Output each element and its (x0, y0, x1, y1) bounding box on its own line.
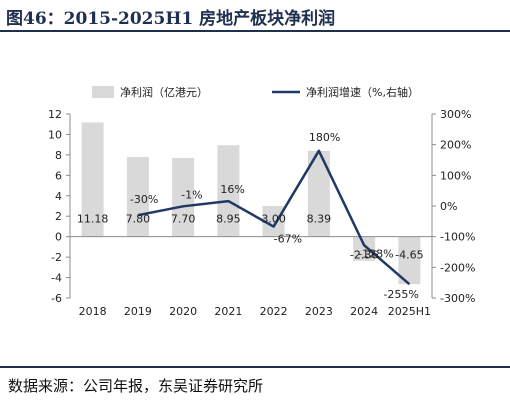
x-tick-label: 2024 (350, 305, 378, 318)
x-tick-label: 2020 (169, 305, 197, 318)
right-tick-label: 300% (440, 108, 471, 121)
left-tick-label: 0 (55, 231, 62, 244)
bar-value-label: -2.36 (350, 249, 378, 262)
x-tick-label: 2019 (124, 305, 152, 318)
growth-value-label: -255% (383, 288, 418, 301)
growth-value-label: -128% (358, 247, 393, 260)
bar-2022 (262, 206, 285, 237)
bar-value-label: 7.70 (171, 213, 196, 226)
left-tick-label: 8 (55, 149, 62, 162)
growth-value-label: 16% (220, 183, 244, 196)
bar-value-label: 11.18 (77, 213, 109, 226)
bar-2023 (307, 150, 330, 237)
growth-line (137, 149, 411, 286)
left-tick-label: -4 (51, 272, 62, 285)
bar-2024 (353, 236, 376, 261)
bar-value-label: 3.00 (261, 213, 286, 226)
bar-2021 (217, 145, 240, 237)
right-tick-label: -200% (440, 261, 475, 274)
growth-value-label: -67% (274, 233, 302, 246)
legend-label-bar: 净利润（亿港元） (120, 85, 208, 99)
growth-value-label: -1% (181, 188, 202, 201)
right-tick-label: 200% (440, 139, 471, 152)
left-tick-label: 6 (55, 169, 62, 182)
source-rule (0, 366, 510, 368)
left-tick-label: 2 (55, 210, 62, 223)
left-tick-label: 12 (48, 108, 62, 121)
x-tick-label: 2018 (79, 305, 107, 318)
bar-value-label: 8.95 (216, 213, 241, 226)
bar-value-label: 8.39 (307, 213, 332, 226)
x-tick-label: 2023 (305, 305, 333, 318)
bar-2018 (81, 122, 104, 237)
x-tick-label: 2021 (214, 305, 242, 318)
legend-label-line: 净利润增速（%,右轴） (306, 85, 419, 99)
right-tick-label: -300% (440, 292, 475, 305)
left-tick-label: 10 (48, 128, 62, 141)
growth-value-label: 180% (309, 131, 340, 144)
source-note: 数据来源：公司年报，东吴证券研究所 (8, 377, 264, 395)
figure-title: 图46：2015-2025H1 房地产板块净利润 (6, 9, 336, 29)
bar-value-label: 7.80 (126, 213, 151, 226)
left-tick-label: 4 (55, 190, 62, 203)
legend-swatch-bar (92, 86, 114, 98)
right-tick-label: -100% (440, 231, 475, 244)
x-tick-label: 2025H1 (388, 305, 431, 318)
growth-value-label: -30% (130, 193, 158, 206)
right-tick-label: 100% (440, 169, 471, 182)
right-tick-label: 0% (440, 200, 457, 213)
left-tick-label: -6 (51, 292, 62, 305)
net-profit-chart: 净利润（亿港元） 净利润增速（%,右轴） -6 -4 -2 0 2 4 6 8 10 12 -300% -… (48, 85, 475, 318)
title-rule (0, 30, 510, 32)
x-tick-label: 2022 (260, 305, 288, 318)
bar-value-label: -4.65 (395, 249, 423, 262)
left-tick-label: -2 (51, 251, 62, 264)
bar-2019 (126, 156, 149, 237)
bar-2020 (172, 157, 195, 237)
bar-2025H1 (398, 236, 421, 285)
